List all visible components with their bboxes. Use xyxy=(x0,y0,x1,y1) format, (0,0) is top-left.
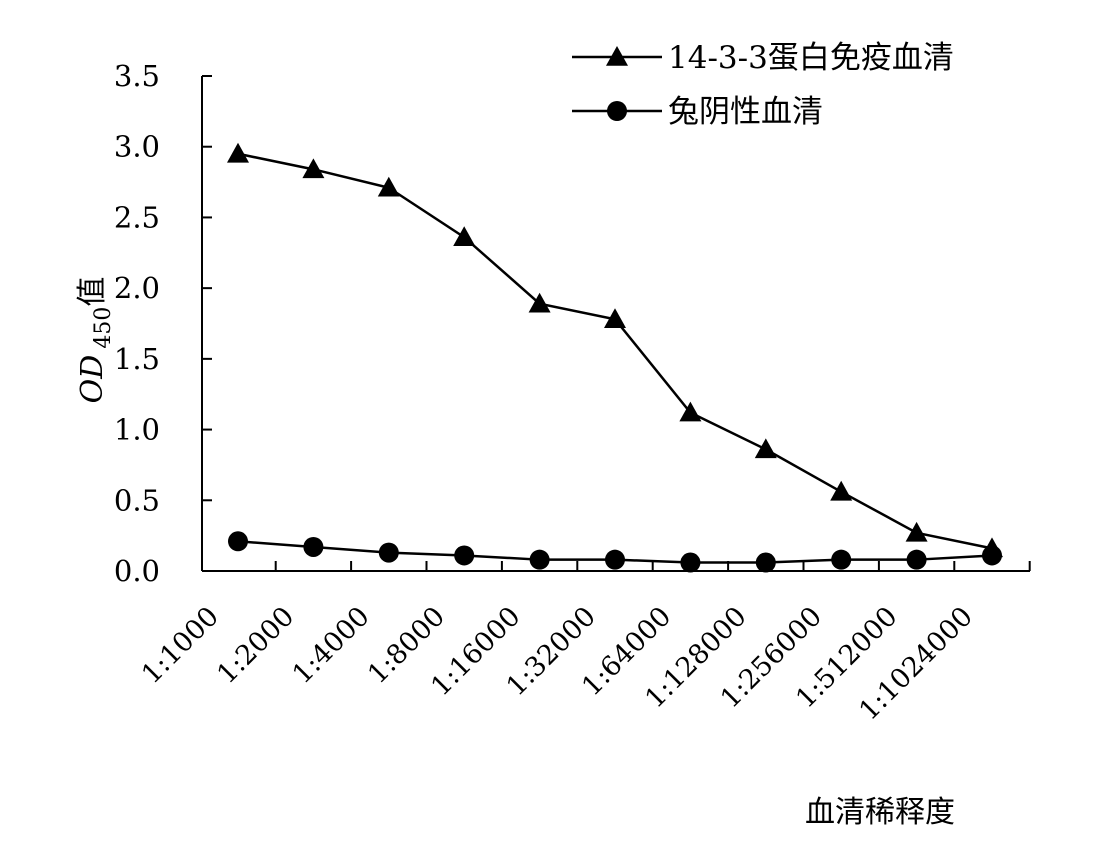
circle-marker xyxy=(982,545,1002,566)
triangle-marker xyxy=(830,480,853,501)
circle-marker xyxy=(228,531,248,552)
y-axis-title-subscript: 450 xyxy=(91,307,116,349)
circle-marker xyxy=(906,549,927,570)
y-tick-label: 2.5 xyxy=(114,200,160,234)
circle-marker xyxy=(529,549,550,570)
triangle-marker xyxy=(606,46,628,66)
triangle-marker xyxy=(604,308,626,329)
y-axis-title: OD 450值 xyxy=(75,277,116,404)
circle-marker xyxy=(605,549,625,570)
y-tick-label: 3.0 xyxy=(114,130,160,164)
circle-marker xyxy=(454,545,475,566)
series-2 xyxy=(228,531,1002,573)
circle-marker xyxy=(680,552,701,573)
y-axis-title-main: OD xyxy=(75,355,110,404)
x-tick-label: 1:4000 xyxy=(287,601,376,690)
triangle-marker xyxy=(453,226,476,247)
y-tick-label: 3.5 xyxy=(114,59,160,93)
axes xyxy=(201,75,1031,572)
y-tick-label: 1.5 xyxy=(114,342,160,376)
triangle-marker xyxy=(377,176,400,197)
legend-label: 14-3-3蛋白免疫血清 xyxy=(668,40,954,76)
y-tick-label: 1.0 xyxy=(114,413,160,447)
y-tick-label: 2.0 xyxy=(114,271,160,305)
circle-marker xyxy=(303,536,324,557)
x-tick-label: 1:2000 xyxy=(211,601,300,690)
circle-marker xyxy=(755,552,776,573)
circle-marker xyxy=(607,101,627,121)
circle-marker xyxy=(378,542,399,563)
y-tick-labels: 0.0 0.5 1.0 1.5 2.0 2.5 3.0 3.5 xyxy=(114,59,160,588)
y-tick-label: 0.0 xyxy=(114,554,160,588)
circle-marker xyxy=(831,549,852,570)
series-group xyxy=(227,142,1003,573)
triangle-marker xyxy=(302,158,325,179)
triangle-marker xyxy=(905,521,928,542)
legend-item: 14-3-3蛋白免疫血清 xyxy=(572,40,954,76)
triangle-marker xyxy=(754,438,777,459)
legend-label: 兔阴性血清 xyxy=(668,94,823,130)
triangle-marker xyxy=(227,142,249,163)
legend-item: 兔阴性血清 xyxy=(572,94,823,130)
series-1 xyxy=(227,142,1003,558)
x-tick-labels: 1:10001:20001:40001:80001:160001:320001:… xyxy=(136,601,979,727)
series-line xyxy=(237,152,993,550)
x-axis-title: 血清稀释度 xyxy=(805,795,955,830)
y-axis-title-suffix: 值 xyxy=(75,277,110,307)
y-tick-label: 0.5 xyxy=(114,483,160,517)
x-tick-label: 1:1000 xyxy=(136,601,225,690)
triangle-marker xyxy=(679,401,702,422)
triangle-marker xyxy=(528,292,551,313)
